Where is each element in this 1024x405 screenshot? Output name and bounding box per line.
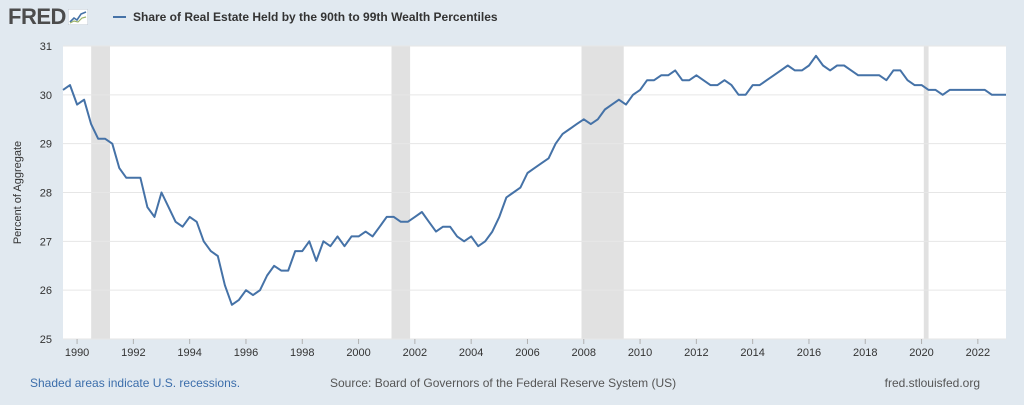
y-tick-label: 31 xyxy=(40,41,52,53)
legend-label: Share of Real Estate Held by the 90th to… xyxy=(133,10,498,24)
x-tick-label: 2016 xyxy=(797,347,821,359)
recession-note-link[interactable]: Shaded areas indicate U.S. recessions. xyxy=(30,376,241,390)
x-tick-label: 2008 xyxy=(572,347,596,359)
x-tick-label: 2018 xyxy=(853,347,877,359)
x-tick-label: 1990 xyxy=(65,347,89,359)
chart-header: FRED Share of Real Estate Held by the 90… xyxy=(0,0,1024,36)
x-axis-ticks: 1990 1992 1994 1996 1998 2000 2002 2004 2006 2008… xyxy=(65,339,990,359)
fred-logo[interactable]: FRED xyxy=(8,4,88,30)
chart-legend: Share of Real Estate Held by the 90th to… xyxy=(113,7,498,27)
series-layer xyxy=(62,54,1006,306)
x-tick-label: 2004 xyxy=(459,347,483,359)
x-tick-label: 1996 xyxy=(234,347,258,359)
x-tick-label: 1994 xyxy=(177,347,201,359)
x-tick-label: 2022 xyxy=(966,347,990,359)
legend-swatch xyxy=(113,16,126,18)
x-tick-label: 1992 xyxy=(121,347,145,359)
y-tick-label: 29 xyxy=(40,139,52,151)
line-chart: 25 26 27 28 29 30 31 1990 1992 1994 1996 1998 2000 2… xyxy=(12,41,1006,359)
fred-chart-icon xyxy=(67,9,88,25)
x-tick-label: 2012 xyxy=(684,347,708,359)
y-tick-label: 27 xyxy=(40,236,52,248)
x-tick-label: 2006 xyxy=(515,347,539,359)
x-tick-label: 2014 xyxy=(740,347,764,359)
series-line xyxy=(62,54,1006,306)
x-tick-label: 2002 xyxy=(403,347,427,359)
x-tick-label: 2000 xyxy=(346,347,370,359)
x-tick-label: 1998 xyxy=(290,347,314,359)
source-text: Source: Board of Governors of the Federa… xyxy=(330,376,677,390)
y-axis-ticks: 25 26 27 28 29 30 31 xyxy=(40,41,52,346)
y-axis-title: Percent of Aggregate xyxy=(12,141,24,244)
x-tick-label: 2020 xyxy=(909,347,933,359)
y-tick-label: 26 xyxy=(40,285,52,297)
site-link[interactable]: fred.stlouisfed.org xyxy=(884,376,980,390)
chart-footer: Shaded areas indicate U.S. recessions. S… xyxy=(0,368,1024,398)
x-tick-label: 2010 xyxy=(628,347,652,359)
grid-lines xyxy=(63,45,1006,340)
y-tick-label: 25 xyxy=(40,334,52,346)
y-tick-label: 30 xyxy=(40,90,52,102)
fred-logo-text: FRED xyxy=(8,4,66,29)
y-tick-label: 28 xyxy=(40,188,52,200)
